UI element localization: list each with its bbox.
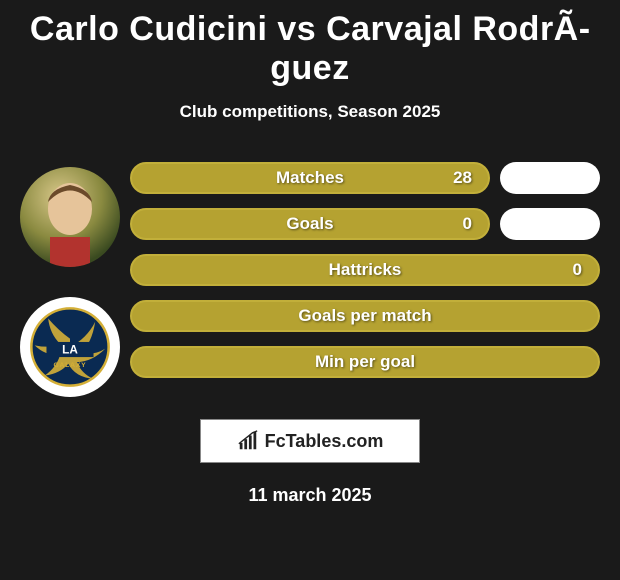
stat-value: 0 bbox=[463, 214, 472, 234]
stat-pill: Goals 0 bbox=[130, 208, 490, 240]
stat-pill: Hattricks 0 bbox=[130, 254, 600, 286]
stat-label: Goals bbox=[286, 214, 333, 234]
stat-row: Matches 28 bbox=[130, 162, 600, 194]
player-avatar-2: LA GALAXY bbox=[20, 297, 120, 397]
subtitle: Club competitions, Season 2025 bbox=[0, 102, 620, 122]
chart-icon bbox=[237, 430, 259, 452]
main-row: LA GALAXY Matches28Goals0Hattricks0Goals… bbox=[0, 162, 620, 397]
stat-row: Min per goal bbox=[130, 346, 600, 378]
stat-value: 28 bbox=[453, 168, 472, 188]
brand-badge: FcTables.com bbox=[200, 419, 420, 463]
footer: FcTables.com 11 march 2025 bbox=[0, 419, 620, 506]
stat-label: Goals per match bbox=[298, 306, 431, 326]
stat-row: Goals 0 bbox=[130, 208, 600, 240]
page-title: Carlo Cudicini vs Carvajal RodrÃ­guez bbox=[0, 10, 620, 88]
svg-text:LA: LA bbox=[62, 344, 78, 357]
stat-label: Hattricks bbox=[329, 260, 402, 280]
stat-label: Matches bbox=[276, 168, 344, 188]
stat-row: Hattricks 0 bbox=[130, 254, 600, 286]
stat-pill: Min per goal bbox=[130, 346, 600, 378]
date-text: 11 march 2025 bbox=[248, 485, 371, 506]
opponent-pill bbox=[500, 162, 600, 194]
la-galaxy-badge-icon: LA GALAXY bbox=[28, 305, 112, 389]
stat-value: 0 bbox=[573, 260, 582, 280]
avatars-column: LA GALAXY bbox=[10, 162, 130, 397]
brand-text: FcTables.com bbox=[265, 431, 384, 452]
stat-label: Min per goal bbox=[315, 352, 415, 372]
svg-text:GALAXY: GALAXY bbox=[53, 362, 86, 369]
stats-column: Matches 28 Goals 0 Hattricks 0 Goals per match… bbox=[130, 162, 610, 378]
avatar-placeholder-icon bbox=[20, 167, 120, 267]
comparison-card: Carlo Cudicini vs Carvajal RodrÃ­guez Cl… bbox=[0, 0, 620, 506]
opponent-pill bbox=[500, 208, 600, 240]
stat-row: Goals per match bbox=[130, 300, 600, 332]
stat-pill: Goals per match bbox=[130, 300, 600, 332]
player-avatar-1 bbox=[20, 167, 120, 267]
stat-pill: Matches 28 bbox=[130, 162, 490, 194]
